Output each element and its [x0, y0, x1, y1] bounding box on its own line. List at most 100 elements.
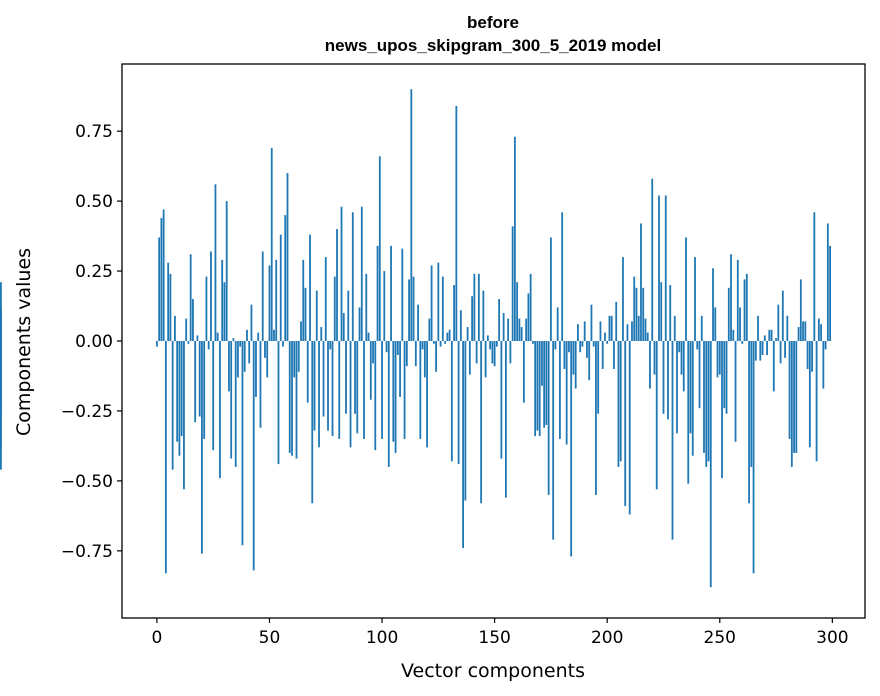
bar-288	[804, 321, 807, 341]
bar-97	[374, 341, 377, 451]
bar-148	[489, 341, 492, 350]
bar-182	[565, 341, 568, 445]
bar-57	[284, 215, 287, 341]
bar-68	[309, 234, 311, 341]
bar-107	[396, 341, 399, 355]
bar-191	[586, 341, 588, 358]
bar-172	[543, 341, 546, 428]
bar-141	[473, 273, 476, 341]
bar-41	[248, 341, 251, 364]
bar-72	[318, 341, 320, 448]
bar-53	[275, 259, 278, 341]
bar-31	[225, 201, 228, 341]
bar-54	[277, 341, 280, 465]
bar-156	[507, 318, 510, 341]
bar-281	[788, 341, 791, 439]
bar-213	[635, 287, 638, 341]
bar-198	[601, 341, 604, 369]
bar-250	[718, 341, 721, 375]
bar-298	[826, 223, 829, 341]
bar-166	[529, 273, 532, 341]
bar-161	[518, 318, 521, 341]
bar-42	[250, 304, 253, 341]
bar-75	[324, 257, 327, 341]
bar-60	[291, 341, 293, 456]
bar-35	[234, 341, 237, 467]
bar-183	[568, 341, 570, 353]
bar-252	[723, 341, 726, 409]
bar-264	[750, 341, 753, 467]
bar-25	[212, 341, 215, 451]
bar-237	[689, 341, 692, 434]
bar-5	[167, 262, 170, 341]
y-axis-ticks: −0.75 −0.50 −0.25 0.00 0.25 0.50 0.75	[61, 122, 122, 562]
bar-186	[574, 341, 577, 389]
bar-284	[795, 341, 798, 453]
bar-254	[727, 287, 730, 341]
bar-277	[779, 341, 782, 364]
bar-228	[669, 285, 672, 341]
bar-262	[745, 273, 748, 341]
bar-67	[306, 341, 309, 403]
bar-142	[475, 341, 478, 364]
bar-178	[556, 307, 559, 341]
bar-115	[414, 341, 417, 367]
bar-33	[230, 341, 233, 459]
bar-147	[486, 335, 489, 341]
bar-88	[354, 341, 356, 414]
x-tick-label: 150	[478, 628, 510, 648]
bar-6	[169, 273, 172, 341]
bar-7	[171, 341, 174, 470]
bar-175	[550, 237, 552, 341]
bar-195	[595, 341, 597, 495]
bar-160	[516, 282, 519, 341]
bar-296	[822, 341, 825, 389]
bar-64	[300, 321, 302, 341]
bar-157	[509, 341, 512, 364]
bar-258	[736, 259, 739, 341]
x-axis-label: Vector components	[401, 660, 585, 682]
bar-185	[572, 341, 575, 375]
bar-307	[0, 313, 2, 341]
y-tick-label: 0.25	[75, 262, 113, 282]
bar-36	[237, 341, 239, 378]
bar-63	[297, 341, 300, 372]
bar-216	[642, 287, 645, 341]
bar-95	[369, 341, 372, 400]
bar-143	[477, 273, 480, 341]
bar-51	[270, 147, 273, 341]
bar-273	[770, 329, 773, 341]
y-axis-label: Components values	[13, 248, 35, 436]
bar-297	[824, 341, 827, 350]
bar-138	[466, 327, 469, 341]
bar-239	[694, 257, 696, 341]
bar-236	[687, 341, 690, 484]
bar-266	[754, 341, 757, 361]
bar-176	[552, 341, 555, 540]
bar-85	[347, 290, 350, 341]
bar-212	[633, 276, 636, 341]
bar-93	[365, 273, 368, 341]
bar-276	[777, 304, 780, 341]
bar-19	[198, 341, 201, 417]
bar-158	[511, 226, 514, 341]
bar-197	[599, 321, 602, 341]
bar-137	[464, 341, 467, 501]
bar-225	[662, 341, 665, 414]
bar-38	[241, 341, 244, 546]
bar-50	[268, 265, 271, 341]
bar-308	[0, 341, 2, 397]
bar-152	[498, 299, 501, 341]
bar-215	[640, 223, 642, 341]
bar-106	[394, 341, 397, 453]
bar-11	[180, 341, 183, 437]
bar-21	[203, 341, 206, 439]
bar-243	[703, 341, 705, 453]
bar-196	[597, 341, 600, 414]
bar-289	[806, 341, 809, 369]
bar-47	[261, 251, 264, 341]
bar-18	[196, 335, 199, 341]
bar-100	[381, 341, 383, 439]
